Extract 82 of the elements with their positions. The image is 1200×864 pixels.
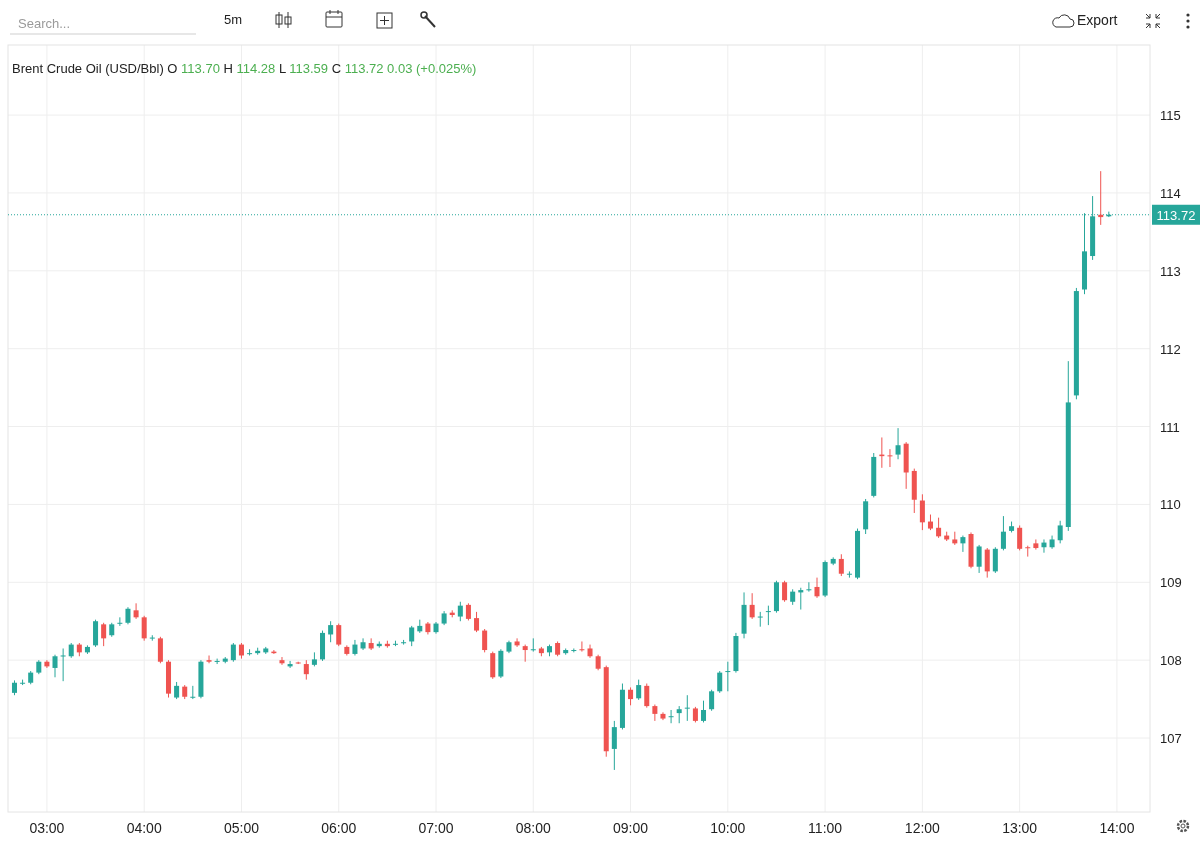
text: O 113.70 H 114.28 L 113.59 C 113.72 0.03 (+0.025%) [167, 61, 477, 76]
candlestick [214, 658, 220, 665]
candlestick [636, 679, 642, 701]
candlestick [530, 637, 536, 653]
candlestick [838, 553, 844, 577]
y-tick-label: 115 [1160, 108, 1181, 124]
candlestick [141, 615, 147, 642]
x-tick-label: 13:00 [1002, 820, 1038, 836]
candlestick [482, 628, 488, 653]
candlestick [336, 623, 342, 647]
candlestick [457, 601, 463, 622]
candlestick [101, 622, 107, 647]
candlestick [919, 493, 925, 531]
candlestick [303, 659, 309, 681]
candlestick [846, 570, 852, 579]
candlestick [992, 546, 998, 574]
candlestick [279, 656, 285, 666]
x-tick-label: 09:00 [613, 820, 649, 836]
candlestick [814, 577, 820, 599]
text: 5m [223, 12, 243, 27]
y-tick-label: 109 [1160, 575, 1182, 591]
text: Brent Crude Oil (USD/Bbl) [12, 61, 164, 76]
y-tick-label: 110 [1160, 497, 1181, 513]
candlestick [936, 517, 942, 539]
candlestick [684, 694, 690, 722]
x-tick-label: 04:00 [126, 820, 162, 836]
y-tick-label: 107 [1160, 731, 1182, 747]
candlestick [360, 637, 366, 651]
y-tick-label: 114 [1160, 185, 1181, 201]
x-tick-label: 05:00 [223, 820, 260, 836]
text: Search... [18, 16, 71, 31]
x-tick-label: 10:00 [710, 820, 746, 836]
text: Export [1077, 12, 1118, 28]
candlestick [230, 642, 236, 663]
y-tick-label: 112 [1160, 341, 1181, 357]
candlestick [190, 685, 196, 700]
candlestick [60, 647, 66, 682]
candlestick [717, 670, 723, 694]
x-tick-label: 14:00 [1099, 820, 1135, 836]
x-tick-label: 11:00 [808, 820, 843, 836]
candlestick [725, 661, 731, 692]
candlestick [133, 602, 139, 620]
x-tick-label: 12:00 [904, 820, 941, 836]
candlestick [668, 709, 674, 724]
candlestick [806, 581, 812, 593]
y-tick-label: 111 [1160, 419, 1180, 435]
ref-line-label: 113.72 [1156, 207, 1196, 223]
candlestick [514, 637, 520, 648]
candlestick [149, 634, 155, 642]
candlestick [474, 611, 480, 633]
x-tick-label: 06:00 [321, 820, 357, 836]
candlestick [579, 640, 585, 653]
candlestick [749, 592, 755, 620]
candlestick [1057, 520, 1063, 544]
x-tick-label: 07:00 [418, 820, 454, 836]
candlestick [117, 616, 123, 627]
candlestick [960, 535, 966, 553]
candlestick [409, 625, 415, 647]
candlestick [765, 605, 771, 626]
candlestick [895, 427, 901, 460]
candlestick [701, 700, 707, 723]
candlestick [887, 448, 893, 468]
y-tick-label: 108 [1160, 653, 1182, 669]
candlestick [206, 654, 212, 664]
candlestick [782, 580, 788, 603]
candlestick [328, 620, 334, 643]
candlestick [1017, 524, 1023, 551]
x-tick-label: 03:00 [29, 820, 65, 836]
candlestick [52, 654, 58, 678]
candlestick [709, 689, 715, 712]
y-tick-label: 113 [1160, 263, 1181, 279]
x-tick-label: 08:00 [515, 820, 552, 836]
candlestick [976, 544, 982, 574]
candlestick [984, 547, 990, 579]
candlestick [1000, 515, 1006, 551]
candlestick [1025, 545, 1031, 558]
candlestick [1033, 538, 1039, 551]
candlestick [611, 720, 617, 771]
candlestick [644, 683, 650, 709]
candlestick [652, 704, 658, 722]
candlestick [157, 636, 163, 664]
candlestick [757, 611, 763, 628]
